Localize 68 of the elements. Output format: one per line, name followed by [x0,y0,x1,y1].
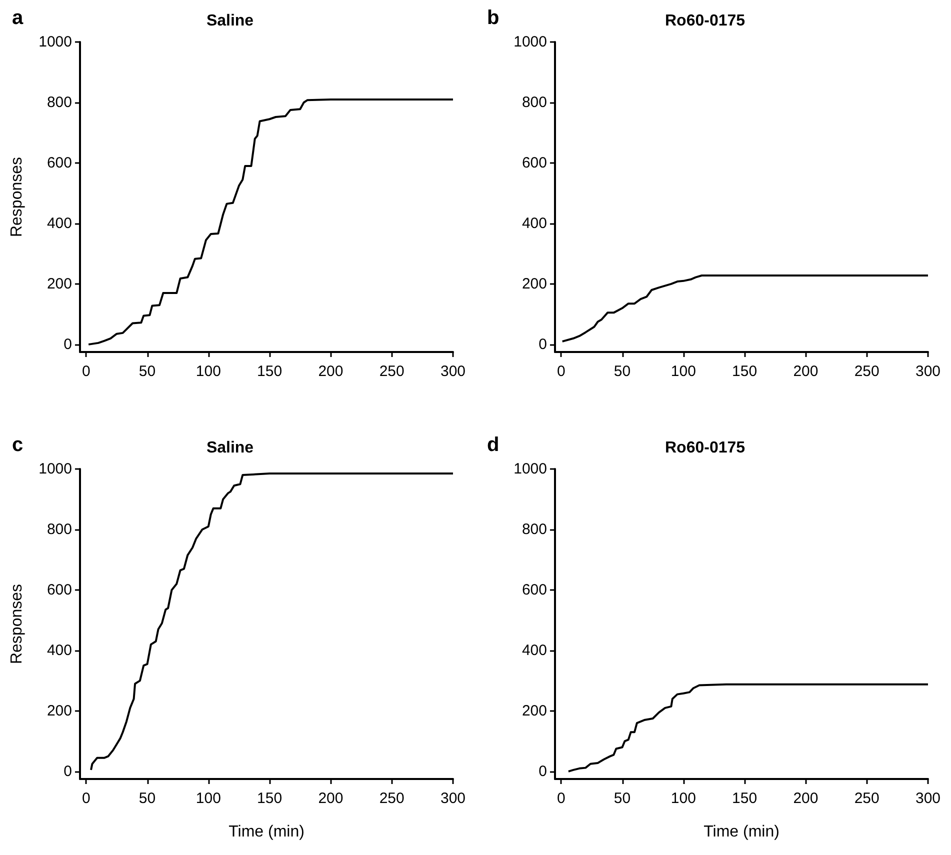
x-tick-label: 200 [793,790,818,807]
x-tick-label: 50 [138,363,156,380]
y-tick-label: 400 [46,214,72,232]
line-series [561,274,929,342]
y-tick-label: 1000 [38,34,72,50]
x-tick-label: 100 [670,363,696,380]
x-tick-label: 100 [196,790,221,807]
line-series [90,472,454,771]
x-tick-label: 300 [915,790,941,807]
x-tick-label: 150 [732,363,758,380]
x-tick-label: 100 [670,790,696,807]
x-tick-label: 50 [614,363,631,380]
x-tick-label: 150 [257,363,282,380]
x-tick-label: 300 [440,790,466,807]
x-tick-label: 250 [854,363,880,380]
text: c [12,434,24,456]
y-tick-label: 200 [46,275,72,292]
y-tick-label: 0 [64,336,72,353]
y-tick-label: 200 [522,702,547,720]
x-tick-label: 150 [732,790,758,807]
line-series [88,98,454,346]
x-tick-label: 200 [318,363,344,380]
x-tick-label: 150 [257,790,282,807]
y-tick-label: 200 [46,702,72,720]
y-tick-label: 0 [64,762,72,780]
y-tick-label: 400 [46,642,72,659]
x-tick-label: 300 [915,363,941,380]
y-tick-label: 400 [522,214,547,232]
y-tick-label: 1000 [514,460,547,478]
y-axis-title: Responses [8,156,26,238]
x-tick-label: 50 [138,790,156,807]
x-axis-title: Time (min) [704,824,780,840]
x-tick-label: 200 [793,363,818,380]
y-tick-label: 600 [46,581,72,598]
y-tick-label: 400 [522,642,547,659]
x-tick-label: 0 [556,363,566,380]
y-tick-label: 200 [522,275,547,292]
x-tick-label: 0 [82,363,90,380]
y-tick-label: 1000 [38,460,72,478]
y-tick-label: 1000 [514,34,547,50]
chart-title: Ro60-0175 [664,440,746,456]
x-tick-label: 300 [440,363,466,380]
y-axis-title: Responses [8,584,26,664]
y-tick-label: 0 [538,762,547,780]
x-axis-title: Time (min) [228,824,304,840]
x-tick-label: 250 [854,790,880,807]
line-series [567,683,929,772]
y-tick-label: 800 [522,520,547,538]
x-tick-label: 100 [196,363,221,380]
y-tick-label: 600 [46,154,72,172]
x-tick-label: 250 [379,363,404,380]
x-tick-label: 250 [379,790,404,807]
y-tick-label: 800 [522,94,547,111]
chart-title: Ro60-0175 [664,12,746,30]
text: a [12,7,24,29]
text: d [487,434,500,456]
x-tick-label: 0 [82,790,90,807]
x-tick-label: 50 [614,790,631,807]
text: b [487,7,500,29]
chart-title: Saline [206,440,254,456]
x-tick-label: 200 [318,790,344,807]
y-tick-label: 600 [522,154,547,172]
x-tick-label: 0 [556,790,566,807]
chart-title: Saline [206,12,254,30]
y-tick-label: 0 [538,336,547,353]
y-tick-label: 800 [46,94,72,111]
y-tick-label: 800 [46,520,72,538]
y-tick-label: 600 [522,581,547,598]
